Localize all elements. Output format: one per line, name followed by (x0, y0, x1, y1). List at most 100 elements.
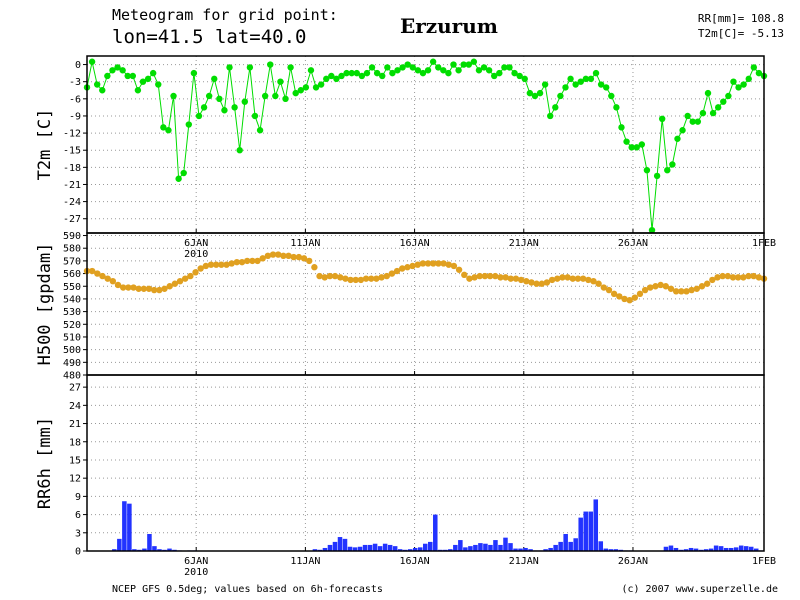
t2m-point (709, 109, 717, 117)
t2m-point (419, 69, 427, 77)
t2m-point (694, 118, 702, 125)
h500-point (512, 275, 520, 282)
h500-point (595, 280, 602, 287)
h500-point (574, 275, 582, 282)
rr6h-xtick-label: 21JAN (509, 556, 539, 567)
t2m-frame (86, 55, 765, 234)
t2m-point (190, 69, 198, 77)
rr6h-bar (743, 546, 749, 551)
t2m-point (658, 115, 666, 123)
h500-ytick-label: 560 (63, 269, 81, 280)
h500-point (311, 264, 318, 271)
t2m-point (557, 92, 564, 100)
t2m-point (165, 127, 172, 134)
t2m-point (231, 104, 238, 111)
city-title: Erzurum (400, 14, 498, 38)
t2m-point (389, 69, 396, 77)
t2m-point (251, 112, 259, 120)
rr6h-bar (603, 548, 609, 551)
h500-point (636, 290, 644, 298)
t2m-point (368, 64, 376, 71)
t2m-point (180, 169, 187, 177)
t2m-ytick-label: -27 (63, 214, 81, 225)
t2m-point (338, 72, 345, 80)
h500-point (109, 277, 117, 285)
h500-point (238, 258, 246, 266)
h500-point (290, 253, 297, 261)
rr6h-xtick-label: 6JAN (184, 556, 208, 567)
h500-point (647, 284, 654, 291)
rr6h-bar (663, 546, 669, 551)
t2m-point (185, 121, 193, 128)
t2m-point (531, 92, 539, 100)
h500-point (631, 294, 639, 301)
h500-point (285, 252, 292, 260)
rr6h-bar (322, 547, 328, 551)
t2m-ytick-label: -18 (63, 163, 81, 174)
h500-ytick-label: 540 (63, 294, 81, 305)
t2m-point (501, 64, 508, 71)
t2m-point (648, 226, 656, 234)
rr6h-ytick-label: 9 (75, 492, 81, 503)
t2m-point (653, 172, 661, 180)
rr6h-bar (493, 540, 498, 551)
t2m-point (541, 81, 549, 88)
h500-point (94, 270, 101, 277)
rr6h-bar (523, 547, 528, 551)
rr6h-bar (723, 547, 729, 551)
data-source-note: NCEP GFS 0.5deg; values based on 6h-fore… (112, 584, 383, 595)
h500-point (616, 293, 623, 300)
h500-point (357, 276, 365, 284)
rr6h-bar (608, 549, 614, 551)
t2m-point (379, 72, 386, 80)
rr6h-bar (142, 548, 147, 551)
rr6h-bar (327, 544, 333, 551)
rr6h-bar (593, 499, 599, 551)
t2m-series-line (86, 60, 765, 231)
t2m-point (485, 67, 493, 74)
rr6h-bar (498, 544, 503, 551)
rr6h-bar (753, 548, 759, 551)
t2m-point (516, 72, 523, 80)
h500-ytick-label: 500 (63, 345, 81, 356)
h500-point (461, 271, 468, 279)
t2m-point (317, 81, 325, 88)
h500-point (466, 275, 473, 282)
h500-point (352, 276, 359, 284)
h500-point (424, 260, 432, 267)
t2m-point (149, 69, 157, 77)
h500-point (729, 274, 737, 281)
h500-point (517, 276, 525, 284)
rr6h-bar (733, 547, 739, 551)
rr6h-bar (568, 541, 573, 551)
rr6h-bar (397, 549, 403, 551)
rr6h-bar (673, 547, 679, 551)
t2m-point (282, 95, 289, 103)
rr6h-bar (407, 549, 413, 551)
h500-point (187, 272, 194, 280)
h500-point (538, 280, 545, 287)
rr6h-bar (503, 537, 508, 551)
t2m-ytick-label: -12 (63, 129, 81, 140)
h500-ylabel: H500 [gpdam] (35, 243, 55, 366)
t2m-ytick-label: -9 (69, 111, 81, 122)
t2m-point (699, 109, 707, 117)
h500-point (399, 265, 406, 272)
t2m-point (399, 64, 406, 71)
h500-point (652, 283, 659, 290)
rr6h-bar (553, 544, 558, 551)
t2m-panel: 0 -3 -6 -9 -12 -15 -18 -21 -24 -27 T2m [C] 6JAN 11JA… (35, 55, 776, 260)
t2m-point (633, 144, 640, 151)
t2m-point (740, 81, 747, 88)
t2m-point (409, 64, 416, 71)
rr6h-bar (728, 547, 734, 551)
t2m-point (567, 75, 574, 83)
t2m-point (226, 64, 233, 71)
h500-point (378, 274, 385, 281)
t2m-point (221, 107, 228, 114)
t2m-point (440, 67, 447, 74)
rr6h-ytick-label: 6 (75, 510, 81, 521)
t2m-point (562, 84, 569, 91)
rr6h-bar (703, 549, 709, 551)
